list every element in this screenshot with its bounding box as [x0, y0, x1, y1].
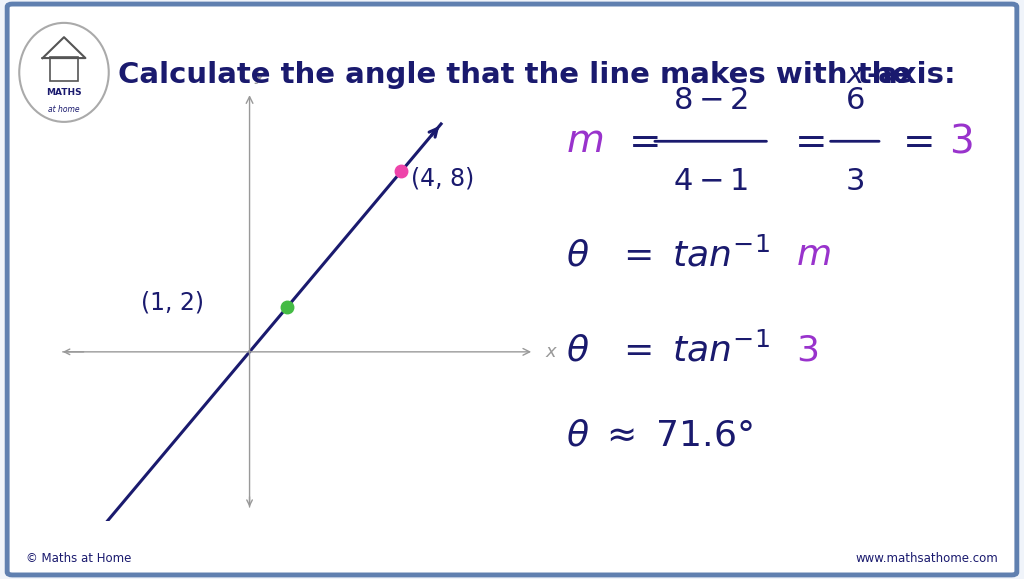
Text: -axis:: -axis:	[866, 61, 956, 89]
Text: $=$: $=$	[787, 122, 825, 160]
Text: $3$: $3$	[846, 167, 864, 196]
Text: $6$: $6$	[845, 86, 864, 115]
Text: Calculate the angle that the line makes with the: Calculate the angle that the line makes …	[118, 61, 922, 89]
Text: $x$: $x$	[546, 343, 559, 361]
Text: (4, 8): (4, 8)	[411, 166, 474, 190]
Text: $3$: $3$	[949, 122, 973, 160]
Bar	[50, 57, 78, 81]
Text: MATHS: MATHS	[46, 87, 82, 97]
Ellipse shape	[19, 23, 109, 122]
Text: $x$: $x$	[846, 61, 866, 89]
Text: $3$: $3$	[797, 333, 818, 367]
Text: $= \ tan^{-1}$: $= \ tan^{-1}$	[616, 237, 770, 273]
Text: $4 - 1$: $4 - 1$	[673, 167, 749, 196]
Text: (1, 2): (1, 2)	[141, 290, 204, 314]
Text: $\theta$: $\theta$	[566, 333, 590, 367]
Text: © Maths at Home: © Maths at Home	[26, 552, 131, 565]
Text: $\theta \ \approx \ 71.6°$: $\theta \ \approx \ 71.6°$	[566, 419, 754, 453]
Text: $\theta$: $\theta$	[566, 238, 590, 272]
Text: $=$: $=$	[621, 122, 658, 160]
Text: $=$: $=$	[895, 122, 934, 160]
Text: $y$: $y$	[254, 68, 267, 86]
Text: $= \ tan^{-1}$: $= \ tan^{-1}$	[616, 332, 770, 368]
Text: $8 - 2$: $8 - 2$	[673, 86, 749, 115]
Text: www.mathsathome.com: www.mathsathome.com	[856, 552, 998, 565]
Text: $m$: $m$	[797, 238, 831, 272]
Text: $m$: $m$	[566, 122, 604, 160]
Text: at home: at home	[48, 105, 80, 114]
